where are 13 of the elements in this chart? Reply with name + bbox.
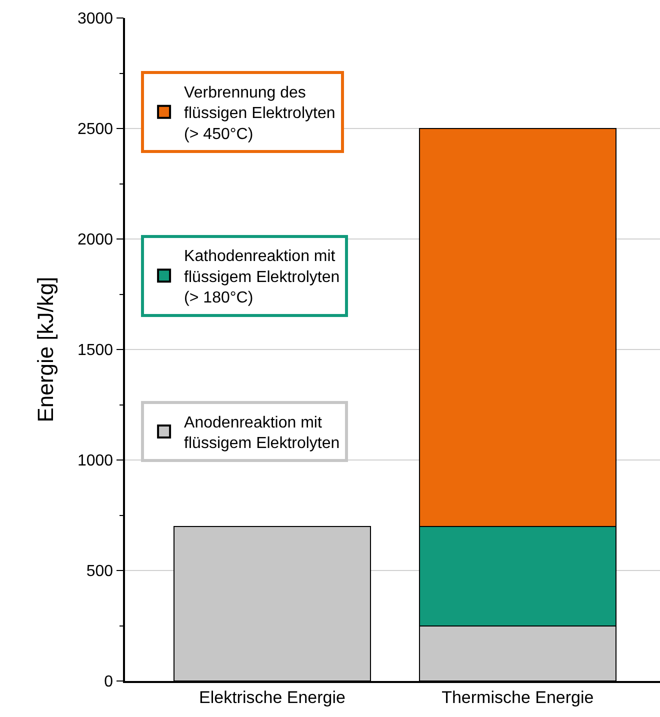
x-tick-label: Thermische Energie xyxy=(442,688,594,708)
y-axis-title: Energie [kJ/kg] xyxy=(32,276,58,422)
y-tick-label: 2000 xyxy=(77,232,114,249)
legend-label: Verbrennung des flüssigen Elektrolyten (> 450°C) xyxy=(184,84,336,143)
legend-label: Kathodenreaktion mit flüssigem Elektrolyten (> 180°C) xyxy=(184,248,340,307)
y-tick-label: 2500 xyxy=(77,121,114,138)
legend-label: Anodenreaktion mit flüssigem Elektrolyten xyxy=(184,414,340,452)
y-tick-label: 500 xyxy=(86,563,114,580)
x-tick-label: Elektrische Energie xyxy=(199,688,346,708)
y-tick-label: 1500 xyxy=(77,342,114,360)
y-tick-label: 1000 xyxy=(77,452,114,470)
y-tick-label: 3000 xyxy=(77,10,114,28)
y-tick-label: 0 xyxy=(104,674,114,691)
